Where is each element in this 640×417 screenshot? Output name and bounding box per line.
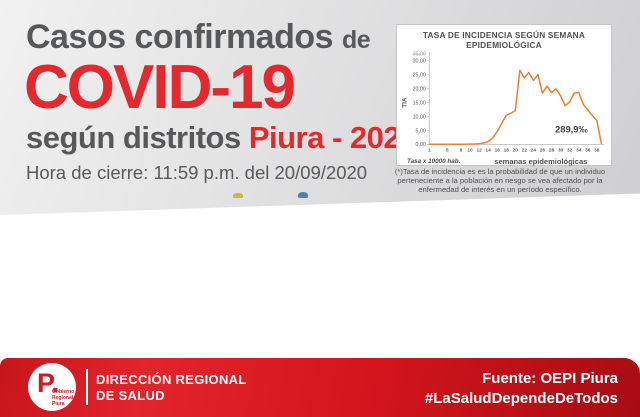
svg-text:5: 5 — [446, 148, 449, 153]
svg-text:22: 22 — [522, 148, 528, 153]
subtitle-districts: según distritos — [26, 120, 241, 156]
svg-text:8: 8 — [460, 148, 463, 153]
stats-section: 59,792 CASOS CONFIRMADOS 45,966 PACIENTE… — [0, 200, 640, 355]
svg-text:0,00: 0,00 — [416, 142, 426, 148]
hashtag-text: #LaSaludDependeDeTodos — [424, 389, 618, 407]
svg-text:32: 32 — [567, 148, 573, 153]
chart-rate-footnote: Tasa x 10000 hab. — [407, 158, 461, 165]
svg-text:38: 38 — [594, 148, 600, 153]
incidence-definition-note: (*)Tasa de incidencia es es la probabili… — [394, 167, 606, 195]
closing-time: Hora de cierre: 11:59 p.m. del 20/09/202… — [26, 162, 368, 184]
svg-text:20,00: 20,00 — [413, 87, 426, 93]
footer-divider — [86, 369, 88, 405]
svg-text:28: 28 — [549, 148, 555, 153]
svg-text:5,00: 5,00 — [416, 128, 426, 134]
svg-text:18: 18 — [504, 148, 510, 153]
svg-text:24: 24 — [531, 148, 537, 153]
chart-title: TASA DE INCIDENCIA SEGÚN SEMANA EPIDEMIO… — [422, 30, 586, 50]
svg-text:289,9‰: 289,9‰ — [555, 125, 588, 135]
logo-letter: P. — [37, 368, 60, 398]
subtitle-region-year: Piura - 2020 — [248, 120, 418, 156]
footer-bar: P. Gobierno Regional Piura DIRECCIÓN REG… — [0, 358, 640, 417]
org-line-1: DIRECCIÓN REGIONAL — [96, 372, 247, 387]
title-main: Casos confirmados — [26, 18, 334, 56]
incidence-chart-card: TASA DE INCIDENCIA SEGÚN SEMANA EPIDEMIO… — [396, 24, 612, 166]
regional-government-logo: P. Gobierno Regional Piura — [28, 363, 76, 411]
yellow-speck-decoration — [233, 193, 243, 198]
svg-text:1: 1 — [428, 148, 431, 153]
source-text: Fuente: OEPI Piura — [482, 370, 618, 387]
svg-text:30: 30 — [558, 148, 564, 153]
title-disease: COVID-19 — [24, 53, 296, 122]
title-line-3: según distritos Piura - 2020 — [26, 120, 417, 156]
svg-text:34: 34 — [576, 148, 582, 153]
svg-text:15,00: 15,00 — [413, 100, 426, 106]
svg-text:10: 10 — [467, 148, 473, 153]
svg-text:35,00: 35,00 — [413, 51, 426, 57]
svg-text:30,00: 30,00 — [413, 59, 426, 65]
title-block: Casos confirmados de COVID-19 según dist… — [24, 18, 417, 184]
title-line-1: Casos confirmados de — [26, 18, 417, 57]
svg-text:16: 16 — [495, 148, 501, 153]
chart-x-axis-label: semanas epidemiológicas — [494, 157, 588, 166]
svg-text:25,00: 25,00 — [413, 73, 426, 79]
svg-text:10,00: 10,00 — [413, 114, 426, 120]
org-line-2: DE SALUD — [96, 387, 165, 403]
chart-foot-row: Tasa x 10000 hab. semanas epidemiológica… — [399, 157, 609, 166]
svg-text:TIA: TIA — [402, 97, 409, 108]
blue-speck-decoration — [298, 192, 308, 198]
svg-text:26: 26 — [540, 148, 546, 153]
svg-text:36: 36 — [585, 148, 591, 153]
organization-name: DIRECCIÓN REGIONAL DE SALUD — [96, 372, 247, 403]
footer-source-block: Fuente: OEPI Piura #LaSaludDependeDeTodo… — [425, 369, 618, 408]
logo-subtext: Gobierno Regional Piura — [52, 389, 75, 407]
svg-text:20: 20 — [513, 148, 519, 153]
incidence-line-chart: 0,00 5,00 10,00 15,00 20,00 25,00 30,00 35,00 1 5… — [402, 51, 605, 153]
svg-text:14: 14 — [486, 148, 492, 153]
title-de: de — [341, 26, 371, 54]
svg-text:12: 12 — [477, 148, 483, 153]
